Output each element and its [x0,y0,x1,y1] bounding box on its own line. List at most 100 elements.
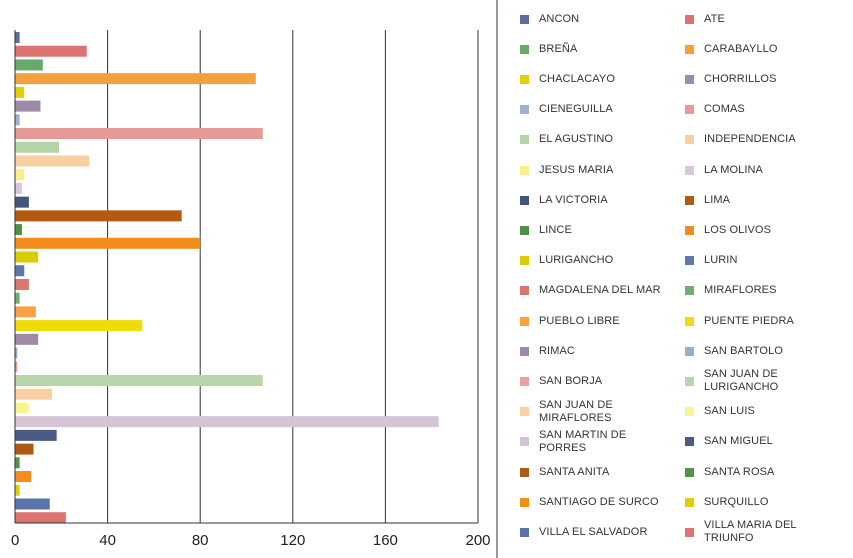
legend-item: COMAS [685,99,745,121]
legend-label: SAN JUAN DE LURIGANCHO [704,368,779,394]
legend-item: SANTIAGO DE SURCO [520,491,659,513]
legend-label: SAN BARTOLO [704,344,783,357]
legend-item: SAN MARTIN DE PORRES [520,429,626,454]
legend-item: SAN JUAN DE LURIGANCHO [685,368,779,394]
bar-lurin [15,265,25,277]
legend-item: JESUS MARIA [520,159,613,181]
legend-item: BREÑA [520,38,577,60]
legend-label: CHORRILLOS [704,72,777,85]
legend-swatch [685,407,694,417]
legend-item: RIMAC [520,340,575,362]
legend-swatch [685,165,694,175]
legend-swatch [685,195,694,205]
x-tick-label: 160 [373,532,398,549]
legend-label: LA VICTORIA [539,193,608,206]
legend-swatch [520,467,529,477]
legend-swatch [685,437,694,447]
legend-item: SAN BARTOLO [685,340,783,362]
legend-label: JESUS MARIA [539,163,614,176]
bar-san-juan-de-miraflores [15,388,53,400]
legend-label: CIENEGUILLA [539,103,613,116]
legend-label: SANTA ROSA [704,465,775,478]
legend-label: PUENTE PIEDRA [704,314,794,327]
legend-swatch [685,286,694,296]
legend-label: SANTA ANITA [539,465,610,478]
legend-swatch [520,74,529,84]
legend-label: LINCE [539,223,572,236]
bar-chorrillos [15,100,41,112]
legend-swatch [685,497,694,507]
legend-label: PUEBLO LIBRE [539,314,620,327]
legend-item: LINCE [520,219,572,241]
bar-la-molina [15,182,22,194]
bar-san-juan-de-lurigancho [15,375,263,386]
legend-item: LURIN [685,250,738,272]
legend-label: ANCON [539,12,580,25]
x-tick-label: 120 [280,532,305,549]
legend-item: LA MOLINA [685,159,763,181]
bar-san-luis [15,402,29,414]
bar-los-olivos [15,237,201,249]
legend-item: CHORRILLOS [685,68,777,90]
bar-chaclacayo [15,86,25,98]
legend-label: SAN LUIS [704,405,755,418]
bar-villa-el-salvador [15,498,50,510]
legend-label: ATE [704,12,725,25]
legend-swatch [685,135,694,145]
legend-swatch [520,407,529,417]
legend-label: INDEPENDENCIA [704,133,796,146]
legend-label: LA MOLINA [704,163,763,176]
legend-item: INDEPENDENCIA [685,129,796,151]
bar-miraflores [15,292,20,304]
bar-santa-anita [15,443,34,455]
legend-item: MIRAFLORES [685,280,777,302]
legend-swatch [685,44,694,54]
x-tick-label: 40 [99,532,116,549]
legend-item: VILLA EL SALVADOR [520,521,648,543]
legend-item: VILLA MARIA DEL TRIUNFO [685,519,797,544]
legend-swatch [685,105,694,115]
bar-magdalena-del-mar [15,278,29,290]
legend-swatch [520,195,529,205]
bar-cieneguilla [15,114,20,126]
legend-item: EL AGUSTINO [520,129,613,151]
bar-ate [15,45,87,57]
legend-item: ANCON [520,8,579,30]
x-tick-label: 200 [465,532,490,549]
legend-item: LOS OLIVOS [685,219,771,241]
legend-label: MAGDALENA DEL MAR [539,284,661,297]
legend-item: SANTA ROSA [685,461,774,483]
bar-san-bartolo [15,347,18,359]
bar-lince [15,224,22,236]
x-tick-labels: 0 40 80 120 160 200 [11,532,491,549]
legend-swatch [520,165,529,175]
bar-santa-rosa [15,457,20,469]
legend-item: CHACLACAYO [520,68,615,90]
legend-swatch [520,376,529,386]
legend-swatch [520,256,529,266]
bar-jesus-maria [15,169,25,181]
gridlines [107,30,479,523]
bar-san-borja [15,361,18,373]
legend-label: SAN MIGUEL [704,435,773,448]
legend-swatch [520,14,529,24]
bar-comas [15,128,263,140]
legend-label: LURIN [704,254,738,267]
legend-item: SURQUILLO [685,491,768,513]
legend-item: LIMA [685,189,730,211]
legend-item: PUEBLO LIBRE [520,310,620,332]
legend-swatch [685,376,694,386]
legend-label: COMAS [704,103,745,116]
legend-swatch [685,467,694,477]
legend-item: LURIGANCHO [520,250,613,272]
legend-swatch [685,225,694,235]
legend-swatch [520,225,529,235]
legend-label: SURQUILLO [704,495,769,508]
bar-lima [15,210,182,222]
bar-lurigancho [15,251,39,263]
legend-item: SAN LUIS [685,401,755,423]
axes [14,0,498,558]
bar-villa-maria-del-triunfo [15,512,66,524]
legend-swatch [520,286,529,296]
legend-label: EL AGUSTINO [539,133,614,146]
